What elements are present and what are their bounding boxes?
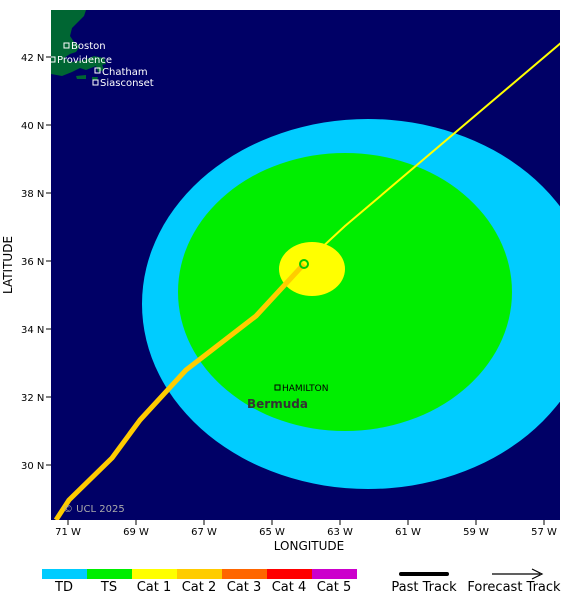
lat-tick-label: 42 N — [21, 53, 44, 64]
legend-label-td: TD — [54, 580, 73, 595]
place-boston: Boston — [63, 41, 106, 52]
legend-label-cat2: Cat 2 — [182, 580, 217, 595]
legend-swatch-td — [42, 569, 87, 579]
legend-swatch-cat5 — [312, 569, 357, 579]
boston-label: Boston — [71, 41, 106, 52]
forecast-track-legend-label: Forecast Track — [467, 580, 561, 595]
lat-tick-label: 36 N — [21, 257, 44, 268]
legend-label-ts: TS — [100, 580, 117, 595]
lat-tick-label: 30 N — [21, 461, 44, 472]
legend-label-cat3: Cat 3 — [227, 580, 262, 595]
lat-tick-label: 40 N — [21, 121, 44, 132]
storm-center-icon — [299, 259, 309, 269]
lon-tick-label: 65 W — [259, 527, 285, 538]
legend-swatch-cat2 — [177, 569, 222, 579]
providence-marker-icon — [49, 56, 56, 63]
legend-swatch-cat4 — [267, 569, 312, 579]
lat-tick-label: 34 N — [21, 325, 44, 336]
category-legend: TD TS Cat 1 Cat 2 Cat 3 Cat 4 Cat 5 — [42, 569, 357, 595]
track-legend: Past Track Forecast Track — [391, 568, 561, 595]
new-england-land — [51, 10, 106, 76]
longitude-axis: 71 W 69 W 67 W 65 W 63 W 61 W 59 W 57 W … — [55, 520, 557, 553]
lon-tick-label: 57 W — [531, 527, 557, 538]
boston-marker-icon — [63, 42, 70, 49]
siasconset-marker-icon — [92, 79, 99, 86]
legend-swatch-cat1 — [132, 569, 177, 579]
legend-swatch-ts — [87, 569, 132, 579]
place-hamilton: HAMILTON — [274, 384, 328, 394]
legend-swatch-cat3 — [222, 569, 267, 579]
legend-label-cat1: Cat 1 — [137, 580, 172, 595]
lon-tick-label: 59 W — [463, 527, 489, 538]
past-track-legend-label: Past Track — [391, 580, 457, 595]
lon-tick-label: 61 W — [395, 527, 421, 538]
latitude-axis: 42 N 40 N 38 N 36 N 34 N 32 N 30 N LATIT… — [1, 53, 51, 472]
island-land — [76, 75, 86, 79]
hurricane-wind-field — [178, 153, 512, 431]
place-chatham: Chatham — [94, 67, 148, 78]
latitude-axis-title: LATITUDE — [1, 236, 15, 294]
providence-label: Providence — [57, 55, 112, 66]
core-wind-field — [279, 242, 345, 296]
hamilton-marker-icon — [274, 384, 281, 391]
place-siasconset: Siasconset — [92, 78, 154, 89]
copyright-credit: © UCL 2025 — [63, 504, 125, 515]
island-land — [92, 77, 98, 80]
longitude-axis-title: LONGITUDE — [274, 539, 344, 553]
lon-tick-label: 71 W — [55, 527, 81, 538]
past-track-line — [53, 262, 306, 520]
forecast-track-line — [303, 42, 560, 265]
chatham-marker-icon — [94, 67, 101, 74]
lon-tick-label: 67 W — [191, 527, 217, 538]
place-providence: Providence — [49, 55, 112, 66]
hamilton-label: HAMILTON — [282, 384, 328, 394]
lat-tick-label: 32 N — [21, 393, 44, 404]
legend-label-cat4: Cat 4 — [272, 580, 307, 595]
siasconset-label: Siasconset — [100, 78, 154, 89]
bermuda-label: Bermuda — [247, 397, 308, 411]
chatham-label: Chatham — [102, 67, 148, 78]
legend-label-cat5: Cat 5 — [317, 580, 352, 595]
forecast-arrow-icon — [492, 568, 544, 580]
lon-tick-label: 63 W — [327, 527, 353, 538]
lat-tick-label: 38 N — [21, 189, 44, 200]
lon-tick-label: 69 W — [123, 527, 149, 538]
